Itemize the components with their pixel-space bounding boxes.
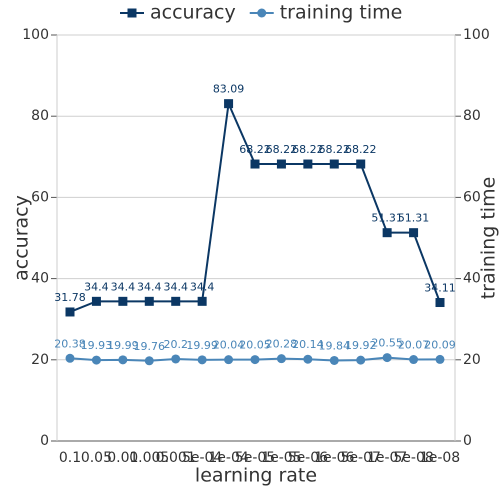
- data-point: [197, 296, 207, 306]
- data-label: 20.07: [398, 339, 430, 352]
- data-label: 68.22: [266, 143, 298, 156]
- data-label: 19.76: [134, 340, 166, 353]
- data-point: [171, 296, 181, 306]
- data-label: 31.78: [54, 291, 86, 304]
- y-axis-title: accuracy: [11, 195, 33, 281]
- legend-label: training time: [280, 2, 403, 24]
- data-point: [382, 228, 392, 238]
- data-label: 34.11: [424, 282, 456, 295]
- data-point: [171, 354, 181, 364]
- data-point: [224, 355, 234, 365]
- data-point: [197, 355, 207, 365]
- x-tick-label: 5e-08: [393, 450, 433, 466]
- data-point: [91, 296, 101, 306]
- x-tick-label: 5e-07: [341, 450, 381, 466]
- x-tick-label: 1e-04: [208, 450, 248, 466]
- x-axis-title: learning rate: [195, 465, 317, 487]
- legend-label: accuracy: [150, 2, 236, 24]
- data-point: [276, 159, 286, 169]
- data-label: 68.22: [239, 143, 271, 156]
- data-label: 20.28: [266, 338, 298, 351]
- data-point: [118, 296, 128, 306]
- y-tick-label: 0: [40, 433, 49, 449]
- data-label: 20.09: [424, 338, 456, 351]
- x-tick-label: 0.05: [81, 450, 112, 466]
- data-label: 20.38: [54, 337, 86, 350]
- data-label: 20.2: [163, 338, 188, 351]
- x-tick-label: 5e-05: [235, 450, 275, 466]
- y2-tick-label: 60: [463, 189, 481, 205]
- data-label: 34.4: [190, 280, 215, 293]
- data-label: 68.22: [345, 143, 377, 156]
- data-label: 34.4: [111, 280, 136, 293]
- data-label: 19.84: [319, 339, 351, 352]
- data-point: [435, 354, 445, 364]
- x-tick-label: 1e-06: [314, 450, 354, 466]
- y2-tick-label: 40: [463, 271, 481, 287]
- data-point: [65, 353, 75, 363]
- data-label: 51.31: [371, 212, 403, 225]
- data-point: [356, 159, 366, 169]
- data-label: 34.4: [84, 280, 109, 293]
- data-label: 20.14: [292, 338, 324, 351]
- data-label: 20.04: [213, 339, 245, 352]
- y-tick-label: 20: [31, 352, 49, 368]
- y2-tick-label: 20: [463, 352, 481, 368]
- data-label: 68.22: [319, 143, 351, 156]
- data-label: 19.93: [81, 339, 113, 352]
- x-tick-label: 1e-08: [420, 450, 460, 466]
- x-tick-label: 0.001: [156, 450, 196, 466]
- data-label: 34.4: [163, 280, 188, 293]
- y-tick-label: 100: [22, 27, 49, 43]
- data-point: [250, 159, 260, 169]
- data-label: 20.55: [371, 337, 403, 350]
- x-tick-label: 0.005: [129, 450, 169, 466]
- x-tick-label: 0.1: [59, 450, 81, 466]
- data-label: 19.92: [345, 339, 377, 352]
- data-point: [91, 355, 101, 365]
- data-point: [118, 355, 128, 365]
- data-point: [435, 298, 445, 308]
- x-tick-label: 1e-05: [261, 450, 301, 466]
- data-label: 20.05: [239, 339, 271, 352]
- data-point: [144, 296, 154, 306]
- data-label: 83.09: [213, 83, 245, 96]
- data-label: 51.31: [398, 212, 430, 225]
- data-point: [250, 355, 260, 365]
- y2-tick-label: 80: [463, 108, 481, 124]
- legend-marker: [127, 8, 137, 18]
- y-tick-label: 40: [31, 271, 49, 287]
- data-point: [382, 353, 392, 363]
- x-tick-label: 5e-06: [288, 450, 328, 466]
- data-point: [224, 99, 234, 109]
- y-tick-label: 60: [31, 189, 49, 205]
- x-tick-label: 0.01: [107, 450, 138, 466]
- data-point: [303, 354, 313, 364]
- data-point: [65, 307, 75, 317]
- x-tick-label: 5e-04: [182, 450, 222, 466]
- y-tick-label: 80: [31, 108, 49, 124]
- data-point: [303, 159, 313, 169]
- x-tick-label: 1e-07: [367, 450, 407, 466]
- data-point: [144, 356, 154, 366]
- legend-marker: [257, 8, 267, 18]
- y2-tick-label: 100: [463, 27, 490, 43]
- data-label: 34.4: [137, 280, 162, 293]
- data-point: [409, 355, 419, 365]
- y2-axis-title: training time: [478, 177, 500, 300]
- data-label: 19.99: [107, 339, 139, 352]
- data-point: [356, 355, 366, 365]
- data-point: [409, 228, 419, 238]
- y2-tick-label: 0: [463, 433, 472, 449]
- data-point: [276, 354, 286, 364]
- data-point: [329, 159, 339, 169]
- data-point: [329, 355, 339, 365]
- data-label: 68.22: [292, 143, 324, 156]
- data-label: 19.99: [186, 339, 218, 352]
